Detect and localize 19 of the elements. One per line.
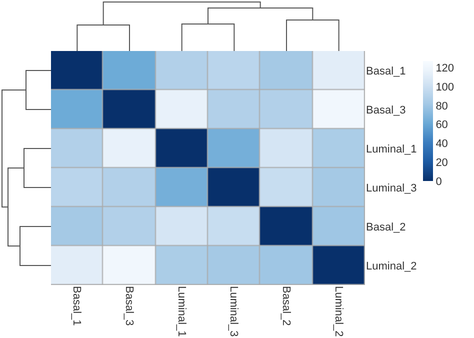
y-tick-label: Luminal_2 xyxy=(366,260,417,272)
x-tick-label: Basal_3 xyxy=(122,286,135,326)
y-tick-label: Basal_1 xyxy=(366,65,406,78)
y-tick-label: Basal_2 xyxy=(366,221,406,234)
x-tick-label: Luminal_2 xyxy=(332,286,344,337)
color-bar-label: 0 xyxy=(436,176,442,188)
x-tick-label: Basal_2 xyxy=(280,286,292,326)
color-bar-label: 20 xyxy=(436,156,448,169)
color-bar-label: 120 xyxy=(436,62,454,74)
color-bar-label: 80 xyxy=(436,100,448,112)
y-tick-label: Luminal_1 xyxy=(366,143,417,156)
color-bar-label: 100 xyxy=(436,81,454,94)
y-tick-label: Basal_3 xyxy=(366,104,406,116)
color-bar-label: 40 xyxy=(436,138,448,150)
x-tick-label: Basal_1 xyxy=(70,286,83,326)
y-tick-label: Luminal_3 xyxy=(366,182,417,194)
x-tick-label: Luminal_3 xyxy=(228,286,240,337)
x-tick-label: Luminal_1 xyxy=(175,286,188,337)
color-bar-label: 60 xyxy=(436,119,448,132)
